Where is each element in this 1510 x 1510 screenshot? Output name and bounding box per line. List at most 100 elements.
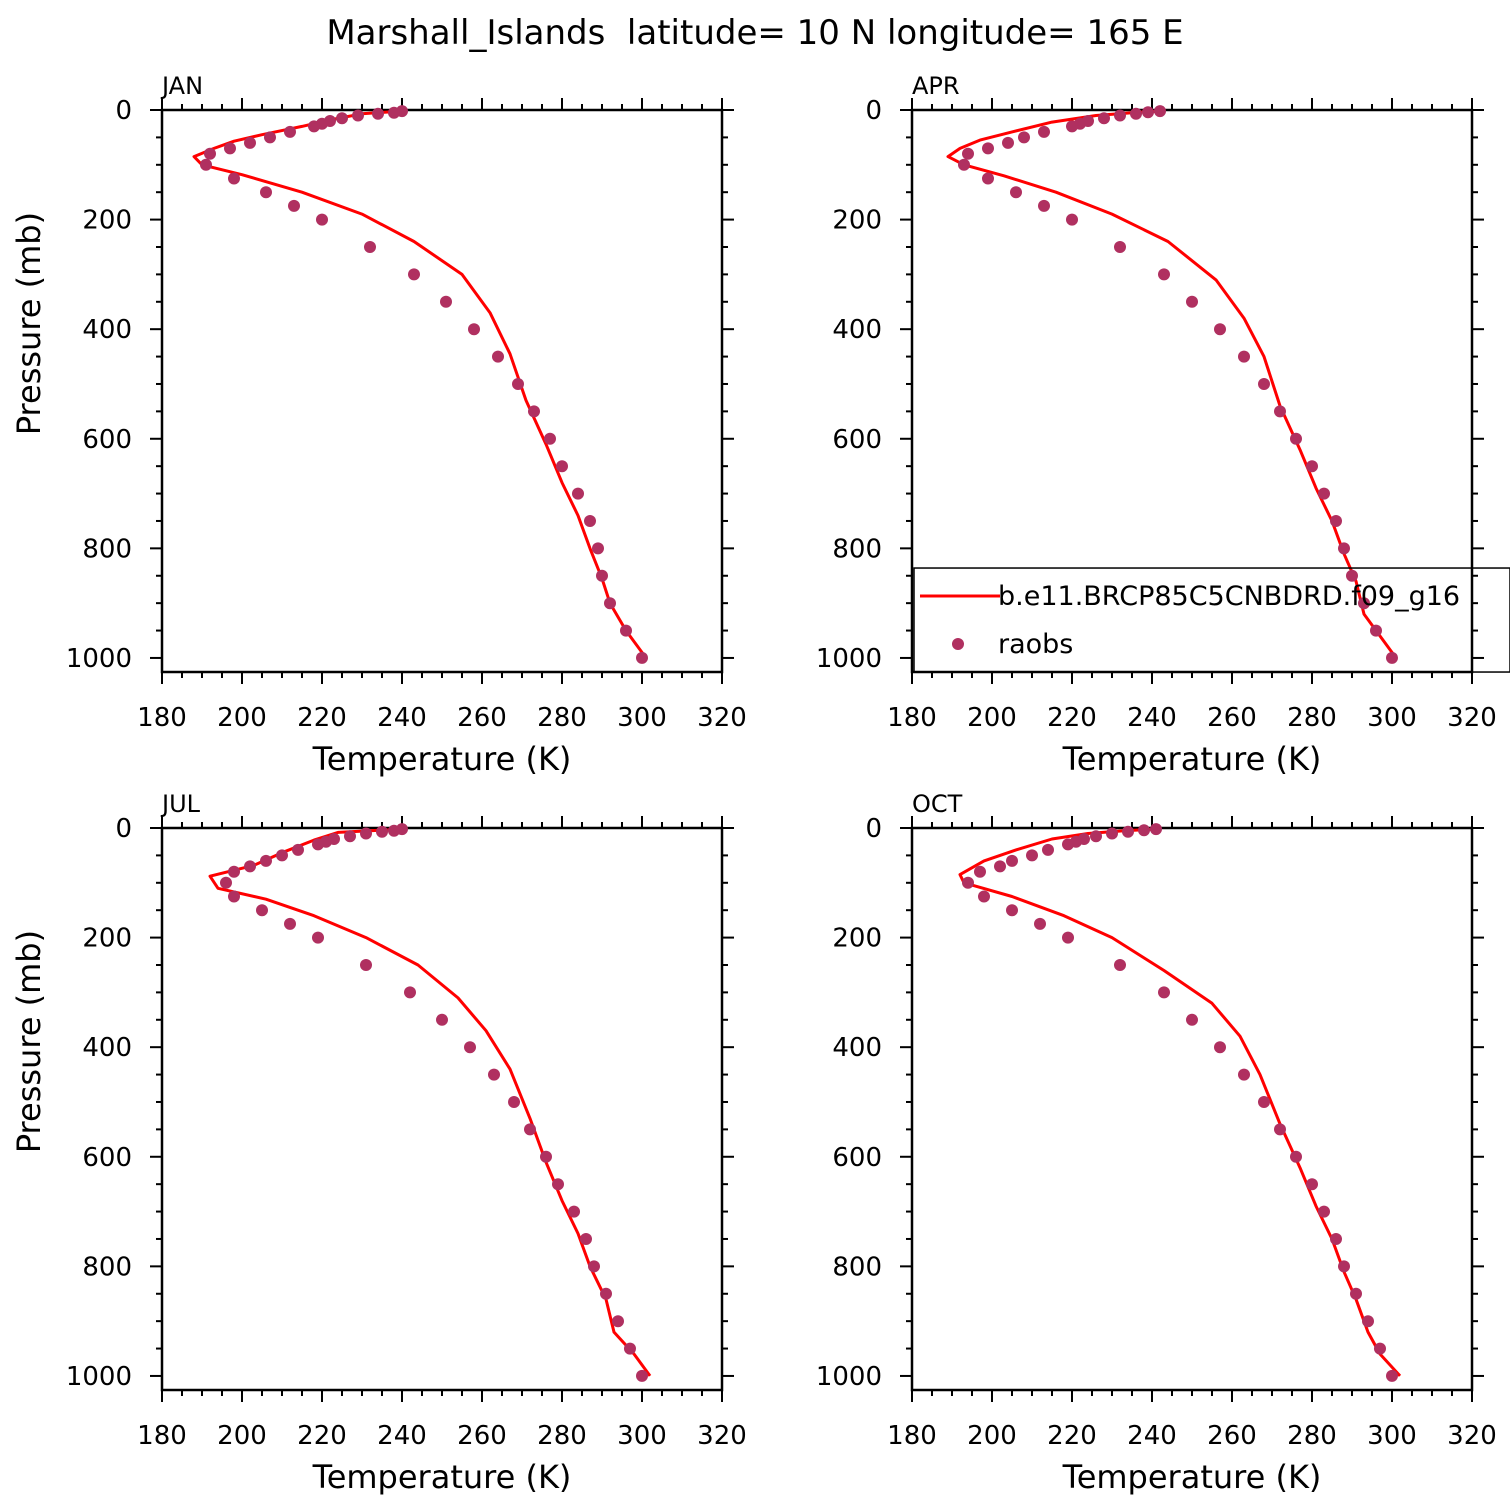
panel-label: JAN [160,72,203,100]
raobs-point [488,1068,500,1081]
x-tick-label: 280 [537,703,587,733]
y-tick-label: 0 [115,814,132,844]
x-tick-label: 280 [1287,1421,1337,1451]
x-tick-label: 220 [297,1421,347,1451]
x-tick-label: 260 [457,703,507,733]
raobs-point [312,931,324,944]
raobs-point [352,109,364,122]
raobs-point [1090,830,1102,843]
raobs-point [962,876,974,889]
raobs-point [584,515,596,527]
raobs-point [604,597,616,610]
x-tick-label: 180 [137,703,187,733]
raobs-point [1214,1041,1226,1054]
raobs-point [1290,432,1302,445]
panel-label: APR [912,72,960,100]
raobs-point [1374,1342,1386,1355]
raobs-point [620,624,632,637]
raobs-point [244,136,256,149]
y-axis-label: Pressure (mb) [10,212,48,435]
raobs-point [492,350,504,363]
raobs-point [1106,827,1118,840]
raobs-point [276,849,288,862]
x-tick-label: 180 [887,703,937,733]
x-tick-label: 220 [297,703,347,733]
raobs-point [1062,838,1074,851]
y-axis-label: Pressure (mb) [10,930,48,1153]
raobs-point [408,268,420,281]
raobs-point [228,865,240,878]
y-tick-label: 200 [832,924,882,954]
raobs-point [388,106,400,119]
raobs-point [1330,515,1342,527]
raobs-point [1350,1287,1362,1300]
raobs-point [360,959,372,971]
x-tick-label: 200 [217,703,267,733]
raobs-point [1238,350,1250,363]
raobs-point [468,323,480,336]
raobs-point [600,1287,612,1300]
raobs-point [260,186,272,199]
raobs-point [1186,1013,1198,1026]
x-tick-label: 300 [617,703,667,733]
raobs-point [958,158,970,171]
raobs-point [292,843,304,856]
raobs-point [312,838,324,851]
raobs-point [1142,106,1154,119]
raobs-point [572,487,584,500]
y-tick-label: 600 [832,425,882,455]
legend-obs-label: raobs [998,629,1073,660]
raobs-point [1318,1205,1330,1218]
raobs-point [1338,542,1350,555]
raobs-point [1026,849,1038,862]
x-tick-label: 240 [377,703,427,733]
x-tick-label: 320 [697,1421,747,1451]
panel-apr: APR 180 200 220 240 260 280 300 320 0 200 400 600 800… [816,72,1510,778]
raobs-point [592,542,604,555]
raobs-point [1346,569,1358,582]
x-axis-label: Temperature (K) [1062,740,1322,778]
panels: JAN 180 200 220 240 260 280 300 320 0 200 400 600 800… [10,72,1510,1496]
raobs-point [220,876,232,889]
x-tick-label: 320 [697,703,747,733]
raobs-point [1362,1315,1374,1328]
y-tick-label: 0 [115,96,132,126]
raobs-point [388,824,400,837]
raobs-point [1386,651,1398,664]
raobs-point [596,569,608,582]
y-tick-label: 400 [832,315,882,345]
x-tick-label: 240 [377,1421,427,1451]
raobs-point [376,825,388,838]
x-tick-label: 300 [617,1421,667,1451]
y-tick-label: 1000 [816,1362,882,1392]
raobs-point [284,125,296,138]
raobs-point [636,1369,648,1382]
raobs-point [1306,1178,1318,1191]
y-tick-label: 0 [865,814,882,844]
x-tick-label: 280 [537,1421,587,1451]
y-tick-label: 200 [832,206,882,236]
raobs-point [612,1315,624,1328]
y-tick-label: 1000 [66,644,132,674]
raobs-point [1370,624,1382,637]
raobs-point [284,917,296,930]
raobs-point [1306,460,1318,473]
plot-frame [160,108,724,674]
raobs-point [1018,131,1030,144]
raobs-point [636,651,648,664]
x-tick-label: 220 [1047,1421,1097,1451]
raobs-point [344,830,356,843]
raobs-point [372,107,384,120]
panel-label: JUL [160,790,201,818]
x-axis-label: Temperature (K) [312,1458,572,1496]
raobs-point [544,432,556,445]
raobs-point [624,1342,636,1355]
raobs-point [524,1123,536,1136]
y-tick-label: 800 [832,534,882,564]
raobs-point [200,158,212,171]
y-tick-label: 0 [865,96,882,126]
raobs-point [588,1260,600,1273]
raobs-point [1006,854,1018,867]
raobs-point [982,172,994,185]
